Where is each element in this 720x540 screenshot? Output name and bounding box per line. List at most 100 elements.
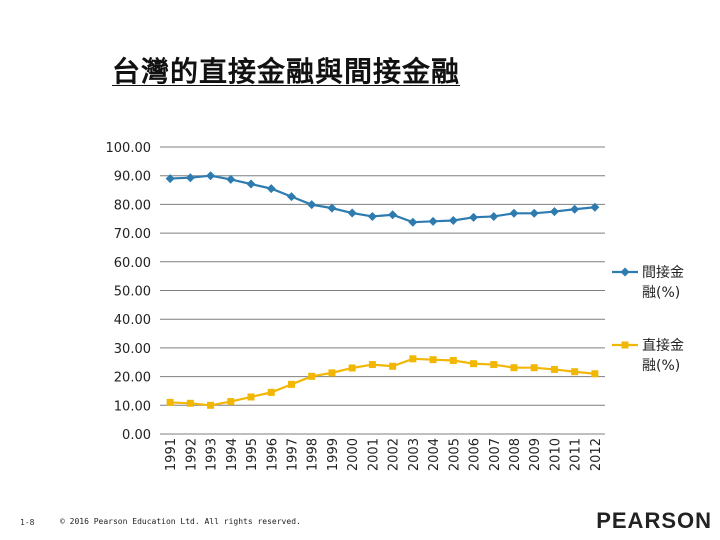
data-point — [530, 364, 538, 372]
data-point — [389, 362, 397, 370]
y-tick-label: 60.00 — [114, 256, 151, 271]
x-tick-label: 2012 — [589, 438, 604, 471]
data-point — [287, 380, 295, 388]
x-tick-label: 1994 — [225, 438, 240, 471]
x-tick-label: 2008 — [508, 438, 523, 471]
x-tick-label: 1992 — [184, 438, 199, 471]
data-point — [591, 370, 599, 378]
y-tick-label: 20.00 — [114, 371, 151, 386]
x-tick-label: 2003 — [407, 438, 422, 471]
data-point — [449, 357, 457, 365]
page-number: 1-8 — [20, 518, 35, 527]
pearson-logo: PEARSON — [596, 508, 712, 533]
series-line — [170, 357, 595, 407]
x-axis-tick-labels: 1991 1992 1993 1994 1995 1996 1997 1998 1999 2000… — [164, 438, 604, 471]
data-point — [429, 356, 437, 364]
legend-marker — [621, 341, 629, 349]
series-indirect — [165, 171, 600, 227]
data-point — [267, 388, 275, 396]
data-point — [308, 372, 316, 380]
x-tick-label: 1998 — [306, 438, 321, 471]
data-point — [226, 174, 236, 184]
legend-label: 融(%) — [642, 358, 680, 374]
data-point — [428, 216, 438, 226]
legend-label: 融(%) — [642, 285, 680, 301]
slide-title: 台灣的直接金融與間接金融 — [112, 55, 461, 88]
x-tick-label: 1995 — [245, 438, 260, 471]
y-tick-label: 100.00 — [106, 141, 152, 156]
data-point — [570, 204, 580, 214]
x-tick-label: 1996 — [265, 438, 280, 471]
x-tick-label: 2011 — [569, 438, 584, 471]
data-point — [328, 369, 336, 377]
x-tick-label: 1999 — [326, 438, 341, 471]
data-point — [186, 399, 194, 407]
x-tick-label: 2004 — [427, 438, 442, 471]
legend: 間接金融(%)直接金融(%) — [612, 264, 684, 374]
data-point — [489, 211, 499, 221]
data-point — [368, 361, 376, 369]
data-point — [590, 202, 600, 212]
legend-label: 間接金 — [642, 264, 684, 281]
x-tick-label: 2001 — [366, 438, 381, 471]
data-point — [307, 200, 317, 210]
series-lines — [165, 171, 600, 409]
data-point — [327, 203, 337, 213]
legend-label: 直接金 — [642, 337, 684, 354]
data-point — [490, 361, 498, 369]
data-point — [571, 368, 579, 376]
y-tick-label: 80.00 — [114, 198, 151, 213]
data-point — [509, 208, 519, 218]
data-point — [227, 398, 235, 406]
legend-item: 間接金融(%) — [612, 264, 684, 301]
x-tick-label: 2006 — [468, 438, 483, 471]
data-point — [409, 355, 417, 363]
series-direct — [166, 355, 599, 409]
x-tick-label: 2002 — [387, 438, 402, 471]
x-tick-label: 2009 — [528, 438, 543, 471]
data-point — [286, 192, 296, 202]
data-point — [408, 217, 418, 227]
x-tick-label: 2005 — [447, 438, 462, 471]
data-point — [550, 365, 558, 373]
x-tick-label: 1997 — [285, 438, 300, 471]
data-point — [388, 210, 398, 220]
legend-item: 直接金融(%) — [612, 337, 684, 374]
y-tick-label: 70.00 — [114, 227, 151, 242]
data-point — [185, 173, 195, 183]
y-tick-label: 50.00 — [114, 285, 151, 300]
series-line — [170, 174, 595, 224]
data-point — [448, 215, 458, 225]
y-tick-label: 40.00 — [114, 313, 151, 328]
grid-lines — [160, 146, 605, 435]
data-point — [347, 208, 357, 218]
y-tick-label: 30.00 — [114, 342, 151, 357]
y-tick-label: 90.00 — [114, 170, 151, 185]
data-point — [549, 207, 559, 217]
x-tick-label: 2007 — [488, 438, 503, 471]
footer: 1-8 © 2016 Pearson Education Ltd. All ri… — [0, 506, 720, 540]
y-tick-label: 10.00 — [114, 399, 151, 414]
y-axis-tick-labels: 0.00 10.00 20.00 30.00 40.00 50.00 60.00 70.00 8… — [106, 141, 152, 443]
x-tick-label: 2010 — [548, 438, 563, 471]
y-tick-label: 0.00 — [122, 428, 151, 443]
data-point — [206, 171, 216, 181]
data-point — [247, 393, 255, 401]
data-point — [367, 211, 377, 221]
x-tick-label: 1993 — [205, 438, 220, 471]
data-point — [469, 212, 479, 222]
data-point — [470, 360, 478, 368]
data-point — [165, 174, 175, 184]
copyright-notice: © 2016 Pearson Education Ltd. All rights… — [60, 517, 301, 526]
data-point — [510, 364, 518, 372]
data-point — [348, 364, 356, 372]
legend-marker — [620, 267, 630, 277]
x-tick-label: 2000 — [346, 438, 361, 471]
data-point — [166, 398, 174, 406]
data-point — [266, 184, 276, 194]
data-point — [246, 179, 256, 189]
data-point — [207, 401, 215, 409]
x-tick-label: 1991 — [164, 438, 179, 471]
data-point — [529, 208, 539, 218]
